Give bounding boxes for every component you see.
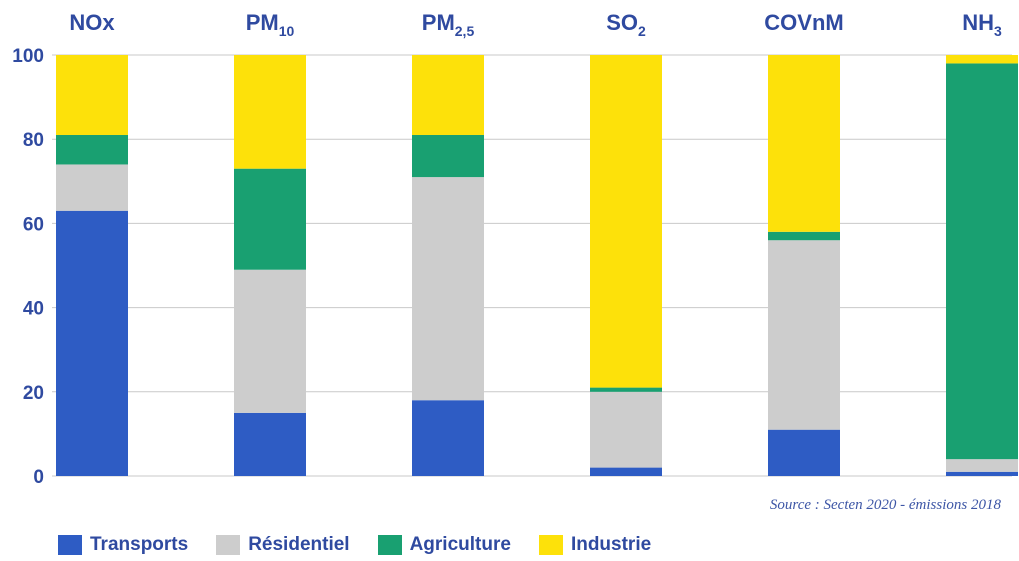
bar-pm25-transports — [412, 400, 484, 476]
bar-so2-transports — [590, 467, 662, 476]
legend-label-agriculture: Agriculture — [409, 534, 511, 555]
bar-pm25-industrie — [412, 55, 484, 135]
y-tick-label-80: 80 — [23, 130, 44, 151]
bar-so2-agriculture — [590, 387, 662, 392]
legend-item-industrie: Industrie — [538, 534, 652, 556]
legend-label-residentiel: Résidentiel — [248, 534, 350, 555]
bar-covnm-transports — [768, 429, 840, 476]
legend-swatch-transports — [58, 535, 82, 555]
y-tick-label-100: 100 — [12, 46, 44, 67]
category-label-nh3: NH3 — [962, 10, 1002, 39]
bar-nox-agriculture — [56, 134, 128, 165]
legend-label-transports: Transports — [90, 534, 189, 555]
bar-so2-industrie — [590, 55, 662, 388]
stacked-bar-chart: 0 20 40 60 80 100 NOx PM10 PM2,5 SO2 COVnM NH3 — [12, 10, 1018, 488]
legend-item-residentiel: Résidentiel — [216, 534, 350, 556]
y-tick-label-60: 60 — [23, 214, 44, 235]
bar-nox-industrie — [56, 55, 128, 135]
bar-nh3-transports — [946, 471, 1018, 476]
category-label-pm25: PM2,5 — [422, 10, 475, 39]
y-tick-label-20: 20 — [23, 383, 44, 404]
bar-covnm-agriculture — [768, 231, 840, 241]
bar-pm25-residentiel — [412, 177, 484, 401]
y-tick-label-40: 40 — [23, 299, 44, 320]
bar-nh3-residentiel — [946, 459, 1018, 472]
legend-label-industrie: Industrie — [570, 534, 652, 555]
bar-so2-residentiel — [590, 391, 662, 468]
legend: Transports Résidentiel Agriculture Indus… — [58, 534, 679, 556]
bar-pm10-agriculture — [234, 168, 306, 270]
category-label-so2: SO2 — [606, 10, 646, 39]
source-note: Source : Secten 2020 - émissions 2018 — [769, 497, 1001, 513]
bar-nh3-industrie — [946, 55, 1018, 64]
bar-pm10-industrie — [234, 55, 306, 169]
category-label-covnm: COVnM — [764, 10, 843, 35]
legend-swatch-industrie — [538, 535, 563, 555]
y-tick-label-0: 0 — [33, 467, 44, 488]
bar-nh3-agriculture — [946, 63, 1018, 460]
bar-nox-transports — [56, 210, 128, 476]
bar-covnm-industrie — [768, 55, 840, 232]
category-label-nox: NOx — [69, 10, 115, 35]
category-label-pm10: PM10 — [246, 10, 295, 39]
bar-pm25-agriculture — [412, 134, 484, 178]
bar-pm10-residentiel — [234, 269, 306, 413]
bar-pm10-transports — [234, 412, 306, 476]
bar-covnm-residentiel — [768, 240, 840, 430]
legend-item-transports: Transports — [58, 534, 188, 556]
legend-item-agriculture: Agriculture — [377, 534, 511, 556]
legend-swatch-residentiel — [216, 535, 241, 555]
legend-swatch-agriculture — [377, 535, 402, 555]
bar-nox-residentiel — [56, 164, 128, 211]
